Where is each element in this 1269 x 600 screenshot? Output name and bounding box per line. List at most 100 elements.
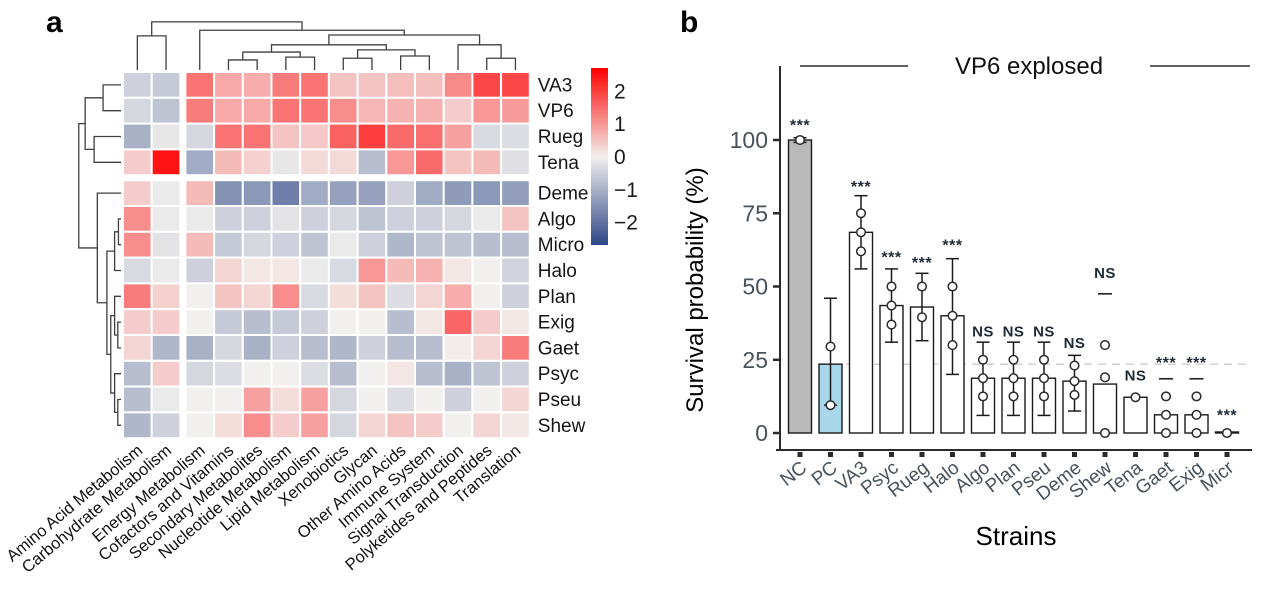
heatmap-cell (213, 411, 244, 440)
significance-label: *** (1186, 355, 1206, 372)
heatmap-cell (150, 96, 182, 125)
heatmap-cell (500, 385, 531, 414)
column-dendrogram-branch (342, 57, 373, 70)
heatmap-cell (414, 385, 445, 414)
x-tick-mark (858, 452, 864, 457)
heatmap-cell (184, 230, 216, 259)
heatmap-cell (471, 308, 503, 337)
significance-label: *** (1156, 355, 1176, 372)
row-label: Plan (538, 287, 576, 308)
heatmap-cell (471, 359, 503, 388)
heatmap-cell (500, 359, 531, 388)
heatmap-cell (500, 179, 531, 207)
heatmap-cell (356, 96, 388, 125)
heatmap-cell (299, 411, 330, 440)
heatmap-cell (122, 205, 153, 233)
bar-Tena (1123, 396, 1148, 434)
heatmap-cell (213, 71, 244, 99)
heatmap-cell (471, 71, 503, 99)
heatmap-cell (471, 334, 503, 362)
heatmap-cell (414, 308, 445, 337)
heatmap-cell (442, 385, 474, 414)
heatmap-cell (184, 71, 216, 99)
heatmap-cell (414, 205, 445, 233)
column-dendrogram-branch (270, 44, 387, 53)
y-tick-label: 75 (742, 200, 768, 226)
heatmap-cell (213, 205, 244, 233)
heatmap-cell (414, 411, 445, 440)
x-tick-mark (1041, 452, 1047, 457)
heatmap-cell (442, 148, 474, 177)
heatmap-cell (241, 148, 273, 177)
data-point (1099, 372, 1111, 383)
heatmap-cell (500, 256, 531, 285)
row-label: Tena (538, 153, 580, 174)
heatmap-cell (442, 96, 474, 125)
data-point (1160, 391, 1172, 402)
heatmap-cell (442, 359, 474, 388)
heatmap-cell (414, 359, 445, 388)
heatmap-cell (213, 230, 244, 259)
heatmap-cell (442, 71, 474, 99)
heatmap-cell (241, 205, 273, 233)
heatmap-cell (184, 122, 216, 151)
heatmap-cell (270, 122, 302, 151)
x-tick-mark (1133, 452, 1138, 457)
bar-Shew (1092, 383, 1118, 434)
heatmap-cell (122, 230, 153, 259)
colorbar-tick-label: −1 (614, 179, 638, 202)
heatmap-cell (184, 385, 216, 414)
row-dendrogram-branch (96, 192, 121, 304)
heatmap-cell (184, 96, 216, 125)
heatmap-cell (122, 334, 153, 362)
heatmap-cell (213, 96, 244, 125)
significance-label: NS (1003, 323, 1025, 340)
column-dendrogram-branch (457, 44, 502, 70)
heatmap-cell (414, 96, 445, 125)
heatmap-cell (184, 359, 216, 388)
heatmap-cell (150, 334, 182, 362)
y-tick-label: 25 (742, 347, 768, 373)
heatmap-cell (385, 411, 416, 440)
panel-label-b: b (680, 6, 699, 39)
heatmap-cell (414, 122, 445, 151)
heatmap-cell (356, 205, 388, 233)
x-tick-mark (1163, 452, 1169, 457)
significance-label: NS (1064, 335, 1086, 352)
data-point (1069, 376, 1080, 387)
heatmap-cell (385, 179, 416, 207)
row-label: VA3 (538, 75, 573, 96)
heatmap-cell (471, 179, 503, 207)
heatmap-cell (299, 71, 330, 99)
x-tick-mark (1011, 452, 1016, 457)
heatmap-cell (471, 385, 503, 414)
heatmap-cell (241, 282, 273, 311)
heatmap-cell (299, 96, 330, 125)
row-label: Gaet (538, 338, 580, 359)
heatmap-cell (213, 359, 244, 388)
heatmap-cell (241, 71, 273, 99)
data-point (855, 246, 867, 257)
row-label: Algo (538, 209, 576, 230)
data-point (794, 134, 806, 146)
heatmap-cell (213, 122, 244, 151)
data-point (977, 373, 989, 384)
bar-NC (787, 139, 813, 434)
heatmap-cell (270, 96, 302, 125)
heatmap-cell (414, 282, 445, 311)
heatmap-cell (356, 230, 388, 259)
heatmap-cell (184, 148, 216, 177)
data-point (1038, 373, 1050, 384)
heatmap-cell (241, 122, 273, 151)
row-dendrogram-branch (117, 218, 121, 246)
data-point (1221, 427, 1233, 439)
heatmap-cell (122, 179, 153, 207)
heatmap-cell (385, 282, 416, 311)
row-label: Shew (538, 416, 586, 437)
heatmap-cell (241, 411, 273, 440)
data-point (1008, 373, 1019, 384)
row-label: Pseu (538, 390, 581, 411)
heatmap-cell (471, 230, 503, 259)
heatmap-cell (299, 230, 330, 259)
heatmap-cell (213, 334, 244, 362)
